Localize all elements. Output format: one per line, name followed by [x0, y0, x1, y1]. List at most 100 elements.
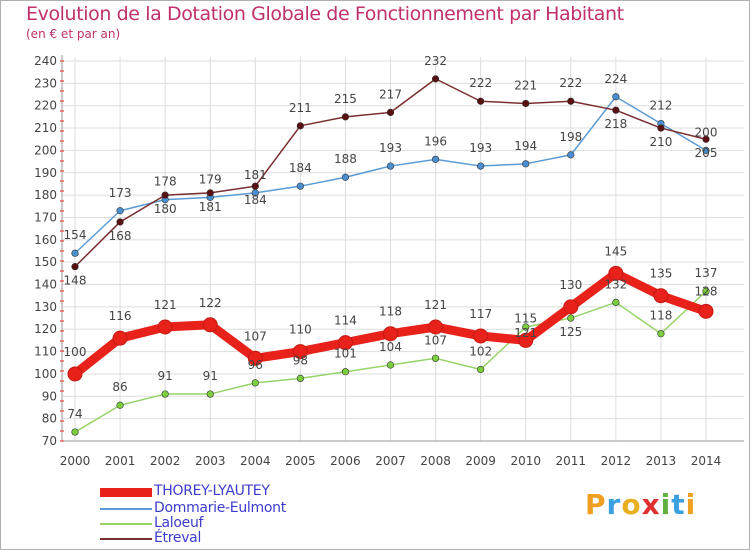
- axes: 7080901001101201301401501601701801902002…: [34, 54, 744, 468]
- data-point: [698, 303, 714, 319]
- x-tick-label: 2002: [150, 454, 181, 468]
- y-tick-label: 170: [34, 210, 57, 224]
- data-label: 118: [379, 305, 402, 319]
- data-label: 173: [109, 186, 132, 200]
- legend-label-dommarie-eulmont: Dommarie-Eulmont: [154, 500, 286, 516]
- data-label: 145: [604, 244, 627, 258]
- y-tick-label: 230: [34, 76, 57, 90]
- y-tick-label: 160: [34, 233, 57, 247]
- y-tick-label: 120: [34, 322, 57, 336]
- y-tick-label: 80: [42, 412, 57, 426]
- data-point: [567, 97, 575, 105]
- data-label: 193: [469, 141, 492, 155]
- data-point: [428, 319, 444, 335]
- x-tick-label: 2008: [420, 454, 451, 468]
- data-point: [567, 314, 575, 322]
- data-point: [296, 374, 304, 383]
- data-point: [473, 328, 489, 344]
- data-labels: 154 173 178 179 181 184 188 193 196 193 194 198 224 2…: [64, 54, 718, 421]
- data-point: [431, 155, 440, 163]
- data-label: 222: [469, 76, 492, 90]
- data-point: [518, 332, 534, 348]
- data-point: [116, 218, 124, 226]
- data-point: [112, 330, 128, 346]
- data-label: 98: [293, 353, 308, 367]
- logo-letter: i: [660, 488, 672, 521]
- y-tick-label: 150: [34, 255, 57, 269]
- y-tick-label: 210: [34, 121, 57, 135]
- data-label: 116: [109, 309, 132, 323]
- data-point: [292, 344, 308, 360]
- x-tick-label: 2005: [285, 454, 316, 468]
- chart-title: Evolution de la Dotation Globale de Fonc…: [26, 3, 624, 25]
- x-tick-label: 2009: [465, 454, 496, 468]
- logo-letter: P: [585, 488, 607, 521]
- data-label: 232: [424, 54, 447, 68]
- data-point: [341, 113, 350, 121]
- data-point: [71, 249, 79, 257]
- y-tick-label: 200: [34, 143, 57, 157]
- proxiti-logo: Proxiti: [585, 488, 696, 521]
- data-point: [702, 287, 710, 295]
- data-point: [702, 146, 710, 155]
- legend-swatch-etreval: [100, 538, 152, 540]
- data-label: 168: [109, 229, 132, 243]
- data-label: 115: [514, 311, 537, 325]
- data-label: 212: [649, 99, 672, 113]
- data-point: [522, 160, 530, 168]
- data-label: 181: [199, 200, 222, 214]
- data-point: [251, 379, 259, 387]
- data-point: [612, 298, 620, 307]
- data-point: [477, 97, 485, 105]
- data-point: [71, 428, 79, 436]
- data-label: 200: [695, 125, 718, 139]
- legend-swatch-thorey-lyautey: [100, 488, 152, 497]
- y-tick-label: 100: [34, 367, 57, 381]
- data-point: [431, 354, 440, 362]
- data-label: 224: [604, 72, 627, 86]
- series-layer: [67, 75, 714, 436]
- data-point: [702, 135, 710, 143]
- y-tick-label: 180: [34, 188, 57, 202]
- y-tick-label: 190: [34, 166, 57, 180]
- data-label: 96: [248, 358, 263, 372]
- y-tick-label: 90: [42, 389, 57, 403]
- data-label: 210: [649, 135, 672, 149]
- data-label: 194: [514, 139, 537, 153]
- data-label: 86: [112, 380, 127, 394]
- data-point: [563, 299, 579, 315]
- data-label: 121: [424, 298, 447, 312]
- logo-letter: i: [685, 488, 697, 521]
- data-point: [612, 93, 620, 101]
- x-tick-label: 2000: [60, 454, 91, 468]
- data-label: 180: [154, 202, 177, 216]
- data-label: 117: [469, 307, 492, 321]
- x-tick-label: 2004: [240, 454, 271, 468]
- data-point: [653, 288, 669, 304]
- data-label: 128: [695, 284, 718, 298]
- data-label: 179: [199, 172, 222, 186]
- data-label: 154: [64, 228, 87, 242]
- data-point: [251, 182, 259, 190]
- data-label: 211: [289, 101, 312, 115]
- data-label: 135: [649, 267, 672, 281]
- data-label: 184: [289, 161, 312, 175]
- logo-letter: r: [606, 488, 622, 521]
- legend-label-etreval: Étreval: [154, 530, 202, 546]
- legend-swatch-laloeuf: [100, 523, 152, 525]
- data-point: [567, 151, 575, 159]
- y-tick-label: 110: [34, 345, 57, 359]
- data-point: [247, 350, 263, 366]
- data-label: 125: [559, 325, 582, 339]
- data-point: [337, 335, 353, 351]
- data-point: [157, 319, 173, 335]
- data-point: [657, 330, 665, 338]
- data-point: [341, 368, 350, 376]
- data-point: [71, 263, 79, 271]
- data-point: [431, 75, 440, 83]
- data-label: 101: [334, 347, 357, 361]
- data-label: 91: [158, 369, 173, 383]
- data-point: [383, 326, 398, 342]
- x-tick-label: 2001: [105, 454, 136, 468]
- y-tick-label: 220: [34, 99, 57, 113]
